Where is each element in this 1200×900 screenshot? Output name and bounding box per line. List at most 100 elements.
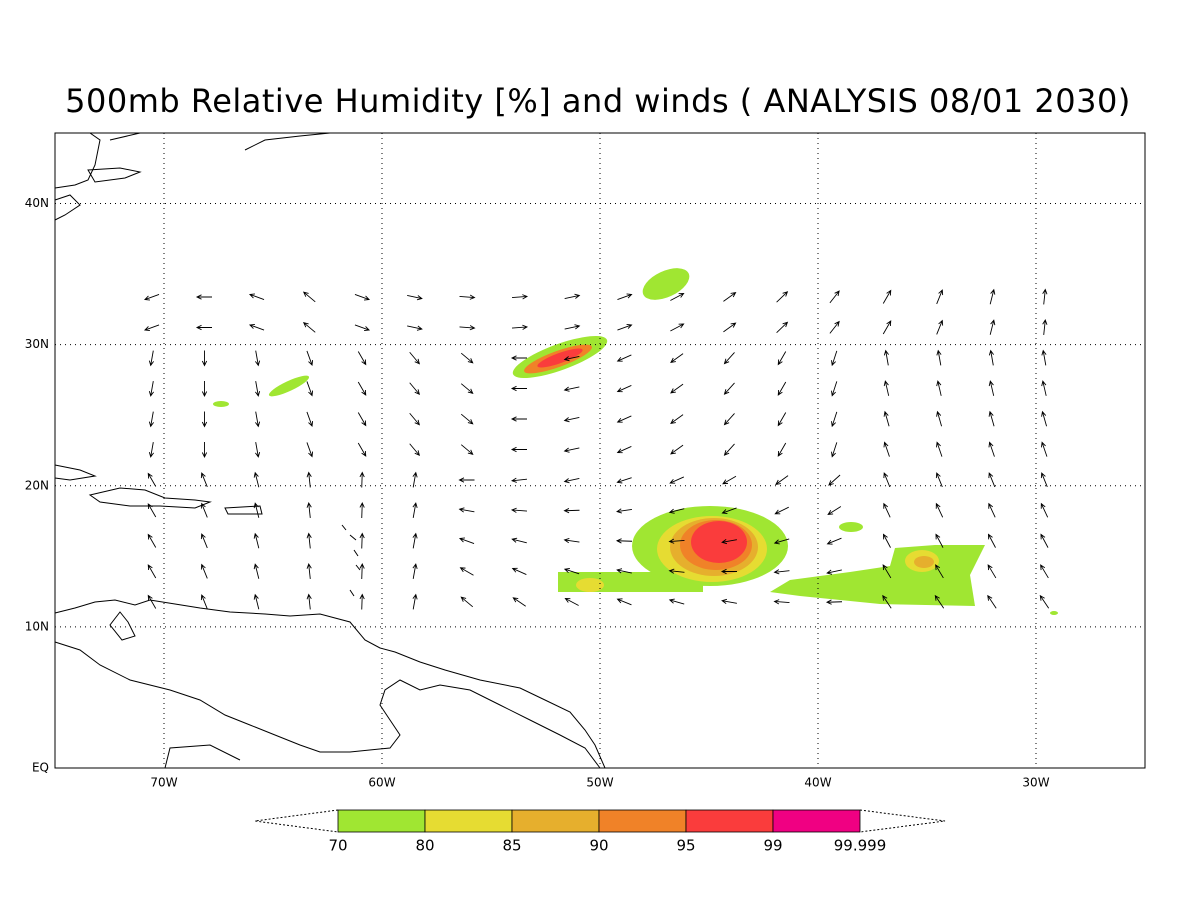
colorbar-box [685, 809, 774, 833]
wind-arrow [883, 410, 890, 427]
rh-area [642, 268, 690, 300]
wind-arrow [1042, 319, 1048, 336]
wind-arrow [1041, 349, 1047, 366]
wind-arrow [357, 412, 367, 427]
wind-arrow [460, 596, 474, 608]
wind-arrow [147, 564, 157, 579]
wind-arrow [883, 472, 891, 488]
wind-arrow [616, 354, 632, 362]
colorbar-label: 80 [415, 837, 434, 855]
wind-arrow [564, 597, 579, 606]
wind-arrow [616, 508, 632, 514]
wind-arrow [459, 294, 476, 300]
wind-arrow [148, 411, 154, 428]
wind-arrow [723, 413, 735, 426]
wind-arrow [302, 322, 316, 333]
wind-arrow [723, 352, 735, 365]
wind-arrow [668, 508, 685, 514]
wind-arrow [668, 568, 685, 574]
wind-arrow [147, 472, 157, 487]
wind-arrow [409, 443, 420, 457]
coastline [164, 744, 241, 769]
coastline [87, 132, 331, 183]
wind-arrow [148, 350, 154, 367]
wind-arrow [720, 568, 737, 575]
wind-arrow [777, 412, 787, 427]
wind-arrow [668, 598, 685, 605]
wind-arrow [773, 569, 790, 575]
wind-arrow [723, 291, 737, 302]
wind-arrow [1040, 472, 1048, 488]
wind-arrow [563, 447, 580, 453]
wind-arrow [200, 594, 208, 610]
wind-arrow [831, 381, 838, 397]
wind-arrow [306, 411, 314, 428]
wind-arrow [359, 532, 365, 549]
wind-arrow [563, 568, 580, 575]
wind-arrow [936, 410, 942, 427]
wind-arrow [407, 325, 423, 331]
wind-arrow [987, 594, 997, 609]
wind-arrow [1042, 288, 1048, 305]
wind-arrow [511, 537, 527, 544]
wind-arrow [201, 350, 208, 367]
wind-arrow [721, 507, 737, 515]
wind-arrow [882, 533, 891, 548]
wind-arrow [936, 380, 942, 396]
wind-arrow [831, 350, 838, 367]
colorbar-box [598, 809, 687, 833]
wind-arrow [147, 503, 157, 518]
y-tick-label: 30N [25, 337, 49, 351]
wind-arrow [669, 476, 685, 484]
wind-arrow [200, 472, 208, 488]
wind-arrow [1040, 564, 1049, 579]
wind-arrow [987, 533, 996, 548]
rh-area [770, 545, 985, 606]
colorbar-label: 90 [589, 837, 608, 855]
wind-arrow [255, 350, 261, 367]
y-tick-label: 40N [25, 196, 49, 210]
wind-arrow [988, 441, 995, 457]
wind-arrow [248, 323, 265, 331]
y-tick-label: 20N [25, 478, 49, 492]
wind-arrow [200, 502, 208, 518]
wind-arrow [936, 349, 942, 366]
wind-arrow [773, 599, 790, 605]
wind-arrow [201, 411, 208, 428]
wind-arrow [510, 385, 527, 392]
wind-arrow [934, 594, 945, 609]
wind-arrow [935, 564, 944, 579]
colorbar-label: 99.999 [834, 837, 887, 855]
y-tick-label: 10N [25, 619, 49, 633]
wind-arrow [776, 291, 789, 303]
wind-arrow [459, 567, 474, 576]
wind-arrow [148, 381, 154, 397]
wind-arrow [777, 381, 787, 396]
wind-arrow [882, 594, 892, 609]
coastline [54, 132, 101, 221]
rh-area [839, 522, 863, 532]
colorbar-label: 99 [763, 837, 782, 855]
wind-arrow [306, 381, 314, 397]
wind-arrow [721, 539, 737, 545]
wind-arrow [409, 351, 420, 365]
colorbar: 70 80 85 90 95 99 99.999 [254, 809, 946, 855]
wind-arrow [248, 293, 265, 300]
y-tick-label: EQ [32, 761, 49, 775]
wind-arrow [255, 381, 261, 397]
wind-arrow [357, 442, 367, 457]
wind-arrow [563, 508, 580, 514]
rh-area [268, 375, 310, 397]
wind-arrow [458, 477, 475, 483]
wind-arrow [826, 569, 842, 575]
coastline [341, 524, 361, 597]
wind-arrow [989, 288, 996, 305]
wind-arrow [883, 441, 890, 457]
wind-arrow [354, 324, 371, 332]
wind-arrow [722, 475, 737, 485]
wind-arrow [253, 593, 260, 610]
wind-arrow [253, 502, 260, 518]
wind-arrow [670, 323, 685, 332]
wind-arrow [882, 289, 892, 304]
